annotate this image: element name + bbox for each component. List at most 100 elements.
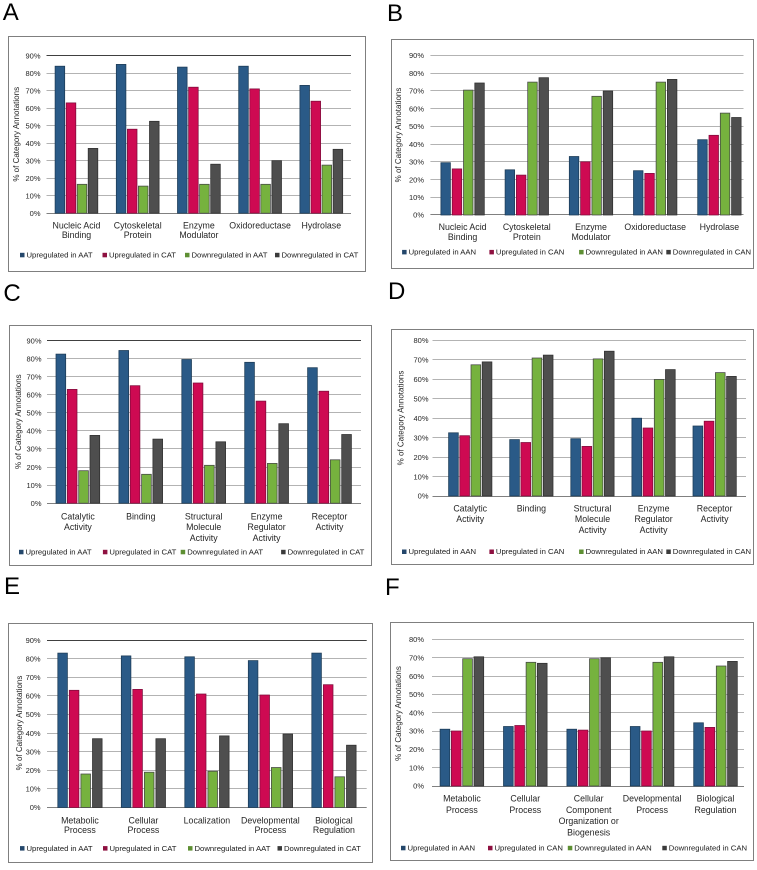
svg-text:% of Category Annotations: % of Category Annotations — [12, 87, 21, 182]
svg-text:30%: 30% — [409, 727, 424, 736]
svg-text:40%: 40% — [25, 139, 40, 148]
svg-text:Downregulated in AAT: Downregulated in AAT — [195, 844, 271, 853]
svg-text:Upregulated in CAN: Upregulated in CAN — [496, 547, 564, 556]
svg-text:Upregulated in AAN: Upregulated in AAN — [408, 844, 476, 853]
svg-text:70%: 70% — [26, 673, 41, 682]
svg-text:D: D — [388, 278, 405, 305]
svg-text:Downregulated in CAT: Downregulated in CAT — [284, 844, 361, 853]
svg-text:C: C — [3, 280, 20, 307]
svg-text:60%: 60% — [25, 104, 40, 113]
svg-text:Downregulated in CAN: Downregulated in CAN — [673, 248, 751, 257]
svg-text:0%: 0% — [30, 803, 41, 812]
svg-text:50%: 50% — [25, 121, 40, 130]
svg-text:80%: 80% — [409, 69, 424, 78]
svg-text:60%: 60% — [409, 104, 424, 113]
svg-text:Oxidoreductase: Oxidoreductase — [229, 221, 291, 231]
svg-text:Upregulated in AAN: Upregulated in AAN — [409, 248, 477, 257]
svg-text:Downregulated in CAN: Downregulated in CAN — [669, 844, 747, 853]
svg-text:10%: 10% — [409, 193, 424, 202]
svg-text:70%: 70% — [26, 372, 41, 381]
svg-text:F: F — [385, 574, 400, 601]
svg-text:40%: 40% — [413, 414, 428, 423]
svg-text:90%: 90% — [409, 51, 424, 60]
svg-text:Downregulated in CAT: Downregulated in CAT — [282, 251, 359, 260]
svg-text:A: A — [3, 0, 19, 26]
svg-text:30%: 30% — [413, 433, 428, 442]
svg-text:40%: 40% — [26, 427, 41, 436]
svg-text:80%: 80% — [26, 354, 41, 363]
svg-text:30%: 30% — [409, 158, 424, 167]
svg-text:10%: 10% — [409, 763, 424, 772]
svg-text:80%: 80% — [409, 635, 424, 644]
svg-text:70%: 70% — [409, 87, 424, 96]
svg-text:% of Category Annotations: % of Category Annotations — [394, 88, 403, 183]
svg-text:50%: 50% — [26, 409, 41, 418]
svg-text:90%: 90% — [26, 636, 41, 645]
svg-text:20%: 20% — [409, 745, 424, 754]
svg-text:Downregulated in CAN: Downregulated in CAN — [673, 547, 751, 556]
svg-text:0%: 0% — [30, 209, 41, 218]
svg-text:50%: 50% — [409, 690, 424, 699]
svg-text:Upregulated in CAT: Upregulated in CAT — [109, 251, 176, 260]
svg-text:50%: 50% — [26, 710, 41, 719]
svg-text:% of Category Annotations: % of Category Annotations — [394, 666, 403, 761]
svg-text:0%: 0% — [413, 211, 424, 220]
svg-text:Hydrolase: Hydrolase — [700, 222, 740, 232]
svg-text:Upregulated in AAN: Upregulated in AAN — [409, 547, 477, 556]
svg-text:Upregulated in AAT: Upregulated in AAT — [26, 548, 92, 557]
svg-text:40%: 40% — [409, 140, 424, 149]
svg-text:0%: 0% — [31, 499, 42, 508]
svg-text:30%: 30% — [25, 156, 40, 165]
svg-text:0%: 0% — [413, 782, 424, 791]
svg-text:% of Category Annotations: % of Category Annotations — [397, 371, 406, 466]
svg-text:30%: 30% — [26, 445, 41, 454]
svg-text:10%: 10% — [25, 191, 40, 200]
svg-text:90%: 90% — [26, 336, 41, 345]
svg-text:50%: 50% — [413, 395, 428, 404]
svg-text:Downregulated in AAN: Downregulated in AAN — [574, 844, 651, 853]
svg-text:60%: 60% — [413, 375, 428, 384]
svg-text:Downregulated in CAT: Downregulated in CAT — [288, 548, 365, 557]
svg-text:Binding: Binding — [126, 512, 155, 522]
svg-text:Downregulated in AAT: Downregulated in AAT — [192, 251, 268, 260]
svg-text:80%: 80% — [413, 336, 428, 345]
svg-text:70%: 70% — [413, 356, 428, 365]
svg-text:Localization: Localization — [184, 816, 231, 826]
svg-text:Upregulated in CAT: Upregulated in CAT — [109, 548, 176, 557]
svg-text:30%: 30% — [26, 747, 41, 756]
svg-text:70%: 70% — [409, 654, 424, 663]
svg-text:10%: 10% — [26, 481, 41, 490]
svg-text:60%: 60% — [26, 692, 41, 701]
svg-text:60%: 60% — [409, 672, 424, 681]
svg-text:0%: 0% — [418, 492, 429, 501]
svg-text:Downregulated in AAN: Downregulated in AAN — [586, 248, 663, 257]
svg-text:20%: 20% — [26, 463, 41, 472]
svg-text:20%: 20% — [409, 175, 424, 184]
svg-text:10%: 10% — [26, 785, 41, 794]
svg-text:E: E — [4, 573, 20, 600]
svg-text:Binding: Binding — [517, 504, 546, 514]
svg-text:Oxidoreductase: Oxidoreductase — [624, 222, 686, 232]
svg-text:% of Category Annotations: % of Category Annotations — [14, 374, 23, 469]
svg-text:B: B — [387, 0, 403, 27]
svg-text:40%: 40% — [409, 708, 424, 717]
svg-text:90%: 90% — [25, 51, 40, 60]
svg-text:20%: 20% — [25, 174, 40, 183]
